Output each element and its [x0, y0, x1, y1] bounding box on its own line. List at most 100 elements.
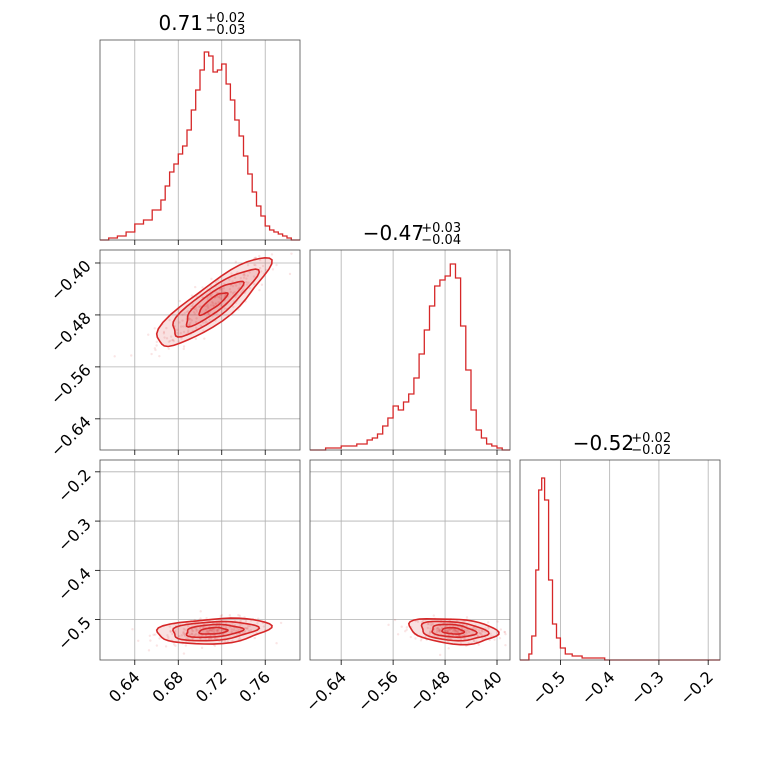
sample-point	[199, 324, 203, 327]
sample-point	[387, 623, 390, 627]
x-tick-label: 0.64	[105, 667, 144, 706]
sample-point	[396, 633, 400, 636]
sample-point	[189, 321, 192, 325]
sample-point	[256, 622, 259, 625]
sample-point	[190, 629, 194, 632]
sample-point	[176, 331, 179, 335]
sample-point	[158, 354, 161, 358]
panel-frame	[99, 39, 301, 241]
sample-point	[169, 630, 172, 634]
sample-point	[221, 290, 224, 293]
panel-frame	[99, 459, 301, 661]
sample-point	[180, 337, 183, 340]
sample-point	[164, 645, 168, 648]
sample-point	[498, 637, 502, 640]
sample-point	[168, 625, 171, 628]
sample-point	[444, 629, 447, 632]
histogram-3	[520, 477, 720, 661]
sample-point	[249, 629, 253, 632]
y-tick-label: −0.3	[54, 514, 95, 555]
sample-point	[462, 633, 466, 637]
sample-point	[454, 629, 458, 633]
x-tick-label: −0.3	[627, 667, 668, 708]
sample-point	[456, 630, 460, 634]
sample-point	[405, 626, 409, 629]
sample-point	[183, 634, 187, 638]
sample-point	[428, 632, 432, 635]
sample-point	[195, 306, 198, 309]
sample-point	[247, 629, 251, 632]
sample-point	[190, 632, 194, 635]
sample-point	[209, 304, 213, 307]
sample-point	[180, 634, 184, 637]
sample-point	[486, 621, 490, 624]
sample-point	[233, 291, 236, 294]
sample-point	[400, 625, 403, 628]
sample-point	[184, 628, 187, 631]
sample-point	[271, 268, 275, 271]
sample-point	[207, 305, 210, 308]
sample-point	[481, 630, 484, 633]
sample-point	[234, 284, 238, 287]
sample-point	[237, 613, 240, 617]
sample-point	[209, 294, 212, 298]
sample-point	[113, 355, 116, 358]
sample-point	[231, 284, 235, 288]
sample-point	[246, 625, 250, 628]
sample-point	[503, 631, 507, 634]
sample-point	[200, 646, 204, 650]
sample-point	[224, 626, 228, 629]
sample-point	[182, 627, 186, 631]
sample-point	[212, 630, 216, 634]
sample-point	[194, 633, 198, 636]
sample-point	[230, 628, 234, 631]
sample-point	[153, 347, 157, 350]
sample-point	[195, 627, 198, 630]
sample-point	[454, 628, 458, 631]
sample-point	[521, 630, 523, 632]
sample-point	[194, 321, 198, 324]
sample-point	[245, 280, 248, 284]
sample-point	[438, 653, 442, 657]
sample-point	[192, 637, 195, 640]
sample-point	[182, 631, 185, 635]
sample-point	[219, 293, 222, 297]
sample-point	[198, 305, 201, 309]
sample-point	[463, 637, 466, 641]
panel-title-1: 0.71 +0.02−0.03	[159, 11, 246, 38]
sample-point	[479, 632, 482, 635]
sample-point	[248, 624, 252, 628]
sample-point	[213, 644, 217, 648]
sample-point	[242, 273, 245, 277]
sample-point	[270, 244, 272, 246]
sample-point	[480, 633, 483, 636]
sample-point	[203, 337, 206, 340]
sample-point	[179, 332, 183, 335]
sample-point	[238, 614, 242, 618]
sample-point	[429, 630, 432, 634]
density-contour	[172, 268, 261, 338]
sample-point	[183, 311, 186, 315]
sample-point	[239, 276, 242, 280]
sample-point	[222, 287, 226, 290]
sample-point	[212, 304, 215, 307]
sample-point	[195, 326, 198, 330]
sample-point	[214, 302, 218, 305]
sample-point	[275, 263, 278, 267]
sample-point	[162, 332, 166, 335]
sample-point	[229, 284, 233, 287]
sample-point	[182, 330, 186, 334]
sample-point	[245, 277, 248, 280]
sample-point	[247, 281, 250, 284]
sample-point	[239, 620, 243, 623]
sample-point	[208, 318, 211, 321]
sample-point	[189, 318, 192, 321]
panel-frame	[309, 249, 511, 451]
sample-point	[191, 302, 195, 306]
sample-point	[204, 308, 208, 312]
sample-point	[167, 340, 171, 343]
sample-point	[205, 321, 209, 324]
title-median: 0.71	[159, 11, 204, 35]
sample-point	[216, 629, 220, 632]
sample-point	[252, 275, 256, 278]
